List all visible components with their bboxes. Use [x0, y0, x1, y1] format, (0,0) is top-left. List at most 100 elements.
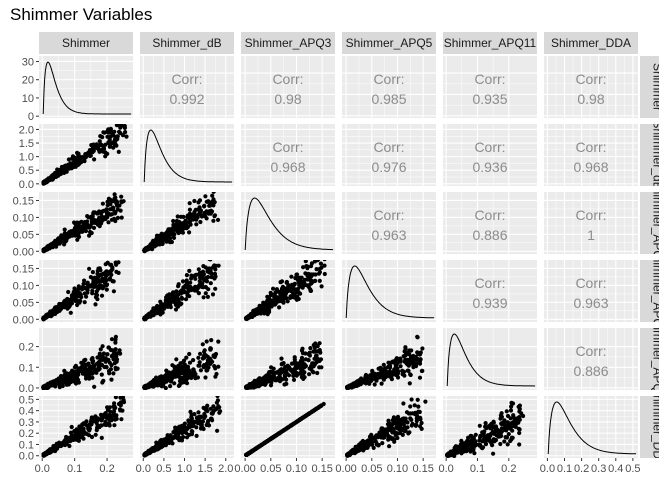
- row-strip-0: [640, 56, 659, 118]
- scatter-point-4-2-408: [293, 371, 298, 376]
- scatter-point-3-0-388: [68, 310, 73, 315]
- scatter-point-2-0-356: [97, 209, 102, 214]
- scatter-point-3-2-308: [278, 280, 283, 285]
- scatter-point-4-1-399: [197, 360, 202, 365]
- scatter-point-2-0-272: [119, 194, 124, 199]
- scatter-point-4-3-205: [395, 360, 400, 365]
- panel-0-5: [544, 56, 638, 118]
- grid-0-4: [443, 56, 537, 118]
- scatter-point-2-1-11: [215, 217, 221, 222]
- corr-label-0-4: Corr:: [474, 71, 505, 87]
- density-curve-3: [345, 265, 435, 319]
- x-tick-label-3-0: 0.00: [335, 463, 356, 475]
- grid-0-3: [342, 56, 436, 118]
- scatter-point-5-0-290: [81, 421, 86, 426]
- scatter-point-3-0-60: [111, 289, 116, 294]
- scatter-point-4-3-419: [408, 355, 414, 360]
- scatter-point-4-2-315: [311, 349, 317, 354]
- scatter-point-3-0-178: [104, 287, 109, 292]
- scatter-point-4-2-338: [279, 368, 284, 374]
- x-tick-label-5-0: 0.0: [540, 463, 555, 475]
- scatter-point-4-0-289: [106, 345, 111, 350]
- scatter-point-5-0-392: [113, 396, 118, 400]
- scatter-point-5-0-418: [64, 436, 69, 442]
- scatter-point-3-0-176: [82, 300, 87, 305]
- scatter-point-2-0-312: [100, 201, 105, 206]
- row-strip-3: [640, 260, 659, 322]
- scatter-point-3-2-381: [312, 260, 318, 264]
- scatter-point-3-1-370: [164, 295, 169, 300]
- col-strip-label-0: Shimmer: [62, 36, 110, 50]
- grid-1-4: [443, 124, 537, 186]
- panel-2-5: [544, 192, 638, 254]
- scatter-3-1: [142, 260, 221, 322]
- scatter-1-0: [41, 124, 129, 186]
- scatter-point-4-0-394: [90, 364, 95, 369]
- scatter-point-4-0-308: [103, 359, 108, 364]
- scatter-point-1-0-411: [42, 180, 47, 185]
- grid-0-2: [241, 56, 335, 118]
- scatter-point-3-2-380: [313, 272, 318, 277]
- scatter-point-2-0-380: [76, 228, 81, 234]
- x-tick-label-1-3: 1.5: [197, 463, 212, 475]
- scatter-point-4-1-7: [216, 364, 221, 369]
- scatter-point-4-2-49: [317, 365, 322, 370]
- scatter-point-4-3-380: [394, 356, 399, 361]
- scatter-point-4-1-208: [214, 371, 219, 377]
- col-strip-1: [140, 32, 234, 54]
- scatter-point-3-2-14: [271, 286, 276, 291]
- row-strip-4: [640, 328, 659, 390]
- x-tick-label-0-2: 0.2: [99, 463, 114, 475]
- grid-4-5: [544, 328, 638, 390]
- scatter-point-3-0-331: [97, 266, 102, 271]
- scatter-point-4-2-418: [244, 385, 249, 390]
- row-strip-label-3: Shimmer_APQ5: [651, 248, 665, 335]
- corr-label-0-1: Corr:: [171, 71, 202, 87]
- scatter-point-3-0-283: [100, 276, 105, 281]
- scatter-point-4-1-4: [203, 375, 208, 380]
- scatter-point-4-0-393: [94, 361, 100, 366]
- x-tick-label-0-1: 0.1: [67, 463, 82, 475]
- scatter-point-3-0-417: [76, 299, 81, 304]
- scatter-point-4-0-152: [109, 377, 114, 382]
- scatter-point-4-3-339: [402, 349, 407, 354]
- scatter-point-4-3-414: [345, 384, 350, 390]
- scatter-point-2-0-410: [58, 235, 64, 241]
- panel-0-4: [443, 56, 537, 118]
- scatter-point-4-3-322: [407, 348, 412, 353]
- x-tick-label-4-2: 0.2: [501, 463, 516, 475]
- scatter-point-4-2-120: [282, 382, 287, 387]
- scatter-point-4-3-159: [370, 368, 375, 373]
- scatter-point-3-2-372: [273, 290, 278, 295]
- scatter-point-3-1-319: [200, 281, 205, 286]
- scatter-point-5-0-412: [79, 427, 84, 433]
- y-tick-label-3-3: 0.15: [13, 263, 34, 275]
- scatter-point-2-1-353: [188, 222, 193, 227]
- scatter-point-2-1-296: [210, 193, 215, 198]
- scatter-point-5-0-388: [55, 443, 60, 448]
- scatter-point-3-0-412: [108, 262, 113, 267]
- grid-2-3: [342, 192, 436, 254]
- scatter-point-3-2-71: [269, 304, 274, 309]
- scatter-point-4-0-178: [96, 365, 101, 370]
- col-strip-label-3: Shimmer_APQ5: [346, 36, 433, 50]
- scatter-point-5-0-378: [111, 416, 116, 421]
- scatter-point-2-1-380: [175, 221, 180, 226]
- scatter-point-4-3-9: [420, 346, 425, 351]
- density-curve-5: [547, 401, 637, 455]
- scatter-point-4-2-370: [309, 364, 314, 369]
- scatter-point-3-2-246: [299, 275, 304, 280]
- scatter-point-4-3-345: [383, 369, 388, 374]
- row-strip-label-4: Shimmer_APQ11: [651, 313, 665, 406]
- scatter-point-4-2-278: [298, 365, 303, 370]
- scatter-point-1-0-354: [112, 137, 118, 142]
- scatter-point-1-0-406: [86, 150, 91, 155]
- scatter-point-4-3-228: [408, 372, 413, 377]
- scatter-point-2-0-166: [72, 220, 77, 225]
- scatter-point-1-0-409: [108, 144, 113, 149]
- scatter-point-1-0-275: [70, 154, 76, 159]
- scatter-point-4-3-388: [359, 379, 364, 385]
- scatter-point-3-0-164: [76, 284, 81, 289]
- x-tick-label-5-4: 0.4: [608, 463, 623, 475]
- corr-value-1-4: 0.936: [472, 159, 507, 175]
